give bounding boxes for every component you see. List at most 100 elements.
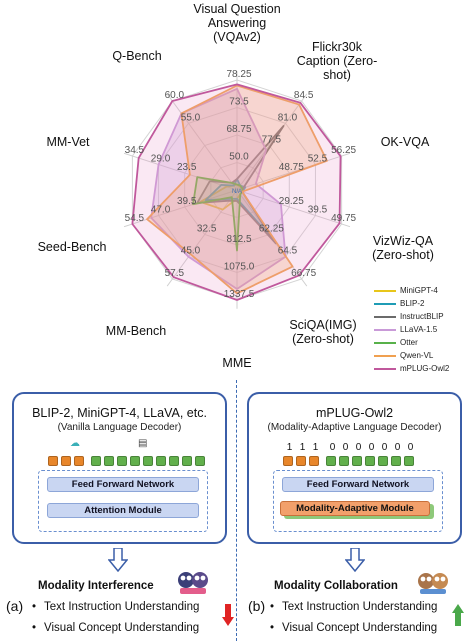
image-token <box>309 456 319 466</box>
series-polygon <box>192 176 244 252</box>
panel-b-bullet-visual: Visual Concept Understanding <box>270 622 437 634</box>
tick-label: 39.5 <box>177 196 197 207</box>
series-polygon <box>131 83 342 301</box>
tick-label: 23.5 <box>177 162 197 173</box>
axis-spoke <box>123 152 238 191</box>
token-sequence <box>283 456 417 466</box>
legend-swatch <box>374 341 396 344</box>
tick-label: 66.75 <box>291 268 316 279</box>
tick-label: 39.5 <box>308 204 328 215</box>
panel-modality-adaptive-decoder: mPLUG-Owl2 (Modality-Adaptive Language D… <box>247 392 462 544</box>
text-token <box>156 456 166 466</box>
center-label: N/A <box>232 189 242 195</box>
axis-spoke <box>123 189 238 228</box>
decoder-layer: Feed Forward Network Modality-Adaptive M… <box>273 470 443 532</box>
tick-label: 56.25 <box>331 145 356 156</box>
tick-label: 48.75 <box>279 162 304 173</box>
text-token <box>91 456 101 466</box>
owl-mascot-icon <box>418 573 448 594</box>
tick-label: 49.75 <box>331 213 356 224</box>
tick-label: 57.5 <box>165 268 185 279</box>
legend-swatch <box>374 354 396 357</box>
tick-label: 1337.5 <box>224 289 255 300</box>
tick-label: 60.0 <box>165 90 185 101</box>
axis-spoke <box>166 189 238 287</box>
panel-a-subtitle: (Vanilla Language Decoder) <box>57 422 182 433</box>
panel-divider <box>236 380 237 641</box>
image-token <box>74 456 84 466</box>
tick-label: 54.5 <box>125 213 145 224</box>
text-token <box>391 456 401 466</box>
legend-item: Qwen-VL <box>374 349 470 362</box>
axis-label-okvqa: OK-VQA <box>380 135 430 149</box>
legend-item: InstructBLIP <box>374 310 470 323</box>
tick-label: 81.0 <box>278 112 298 123</box>
image-token <box>283 456 293 466</box>
image-token <box>296 456 306 466</box>
panel-b-subtitle: (Modality-Adaptive Language Decoder) <box>267 422 442 433</box>
tick-label: 32.5 <box>197 223 217 234</box>
legend-item: MiniGPT-4 <box>374 284 470 297</box>
panel-b-bullet-text: Text Instruction Understanding <box>270 601 437 613</box>
panel-a-title: BLIP-2, MiniGPT-4, LLaVA, etc. <box>32 406 207 420</box>
axis-label-vqav2: Visual Question Answering (VQAv2) <box>193 2 281 44</box>
tick-label: 812.5 <box>226 234 251 245</box>
tick-label: 62.25 <box>259 223 284 234</box>
text-token <box>365 456 375 466</box>
tick-label: 78.25 <box>226 69 251 80</box>
radar-grid <box>123 71 351 309</box>
text-token <box>130 456 140 466</box>
tick-label: 73.5 <box>229 97 249 108</box>
panel-b-letter: (b) <box>248 598 266 614</box>
tick-label: 34.5 <box>125 145 145 156</box>
radar-ticks: 50.068.7573.578.2577.581.084.548.7552.55… <box>125 69 357 300</box>
legend-swatch <box>374 315 396 318</box>
legend-item: BLIP-2 <box>374 297 470 310</box>
legend-item: Otter <box>374 336 470 349</box>
axis-label-mmbench: MM-Bench <box>105 324 167 338</box>
tick-label: 68.75 <box>226 124 251 135</box>
text-token <box>339 456 349 466</box>
axis-spoke <box>236 93 308 191</box>
tick-label: 29.25 <box>279 196 304 207</box>
series-polygon <box>146 84 328 295</box>
decrease-arrow-icon <box>222 604 234 626</box>
legend-swatch <box>374 367 396 370</box>
panel-vanilla-decoder: BLIP-2, MiniGPT-4, LLaVA, etc. (Vanilla … <box>12 392 227 544</box>
text-token <box>352 456 362 466</box>
axis-label-qbench: Q-Bench <box>112 49 162 63</box>
panel-a-result-title: Modality Interference <box>38 580 154 592</box>
image-token <box>61 456 71 466</box>
text-token <box>143 456 153 466</box>
flow-arrow-icon <box>345 548 365 572</box>
flow-arrow-icon <box>108 548 128 572</box>
axis-spoke <box>236 189 351 228</box>
legend-swatch <box>374 302 396 305</box>
radar-chart: 50.068.7573.578.2577.581.084.548.7552.55… <box>123 69 357 309</box>
tick-label: 52.5 <box>308 154 328 165</box>
legend-item: LLaVA-1.5 <box>374 323 470 336</box>
tick-label: 64.5 <box>278 246 298 257</box>
text-token <box>404 456 414 466</box>
attention-block: Attention Module <box>47 503 199 518</box>
text-token <box>182 456 192 466</box>
panel-a-bullet-text: Text Instruction Understanding <box>32 601 199 613</box>
cloud-icon: ☁ <box>70 438 80 449</box>
text-token <box>117 456 127 466</box>
radar-series <box>131 83 342 301</box>
axis-spoke <box>166 93 238 191</box>
tick-label: 84.5 <box>294 90 314 101</box>
tick-label: 47.0 <box>151 204 171 215</box>
panel-a-letter: (a) <box>6 598 24 614</box>
feed-forward-block: Feed Forward Network <box>47 477 199 492</box>
tick-label: 45.0 <box>181 246 201 257</box>
axis-label-sciqa: SciQA(IMG) (Zero-shot) <box>289 318 357 346</box>
chart-legend: MiniGPT-4 BLIP-2 InstructBLIP LLaVA-1.5 … <box>374 284 470 375</box>
text-token <box>326 456 336 466</box>
legend-swatch <box>374 289 396 292</box>
feed-forward-block: Feed Forward Network <box>282 477 434 492</box>
document-icon: ▤ <box>138 438 148 449</box>
panel-b-title: mPLUG-Owl2 <box>315 406 394 420</box>
legend-item: mPLUG-Owl2 <box>374 362 470 375</box>
